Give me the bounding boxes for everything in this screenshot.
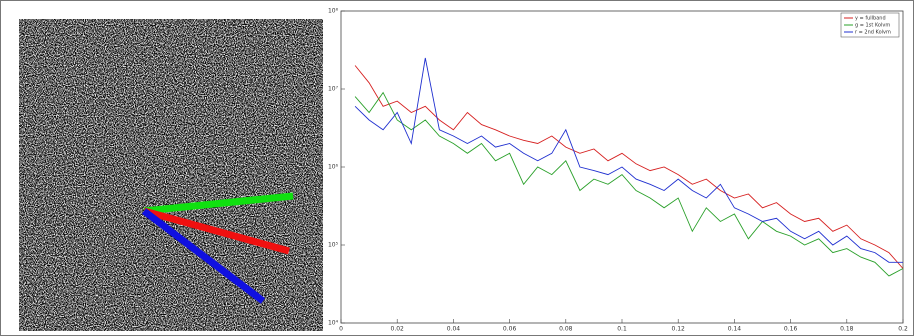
x-tick-label: 0.08: [559, 326, 573, 333]
x-tick-label: 0.1: [617, 326, 627, 333]
x-tick-label: 0.04: [447, 326, 461, 333]
legend-label: r = 2nd Kolvm: [855, 30, 891, 36]
speckle-image: [19, 19, 323, 331]
x-tick-label: 0.12: [672, 326, 686, 333]
x-tick-label: 0.02: [391, 326, 405, 333]
y-tick-label: 10⁵: [328, 242, 339, 249]
legend-label: y = fullband: [855, 16, 886, 22]
series-line: [354, 91, 904, 277]
x-tick-label: 0.18: [840, 326, 854, 333]
x-tick-label: 0.16: [784, 326, 798, 333]
green-direction: [143, 192, 294, 215]
x-tick-label: 0.2: [898, 326, 908, 333]
series-line: [354, 65, 904, 269]
legend-label: g = 1st Kolvm: [855, 23, 890, 29]
x-tick-label: 0: [339, 326, 343, 333]
y-tick-label: 10⁷: [328, 86, 339, 93]
red-direction: [143, 207, 290, 255]
x-tick-label: 0.06: [503, 326, 517, 333]
series-line: [354, 57, 903, 263]
blue-direction: [141, 208, 266, 304]
y-tick-label: 10⁸: [328, 8, 339, 15]
y-tick-label: 10⁴: [328, 320, 339, 327]
image-noise: [19, 19, 323, 331]
x-tick-label: 0.14: [728, 326, 742, 333]
y-tick-label: 10⁶: [328, 164, 339, 171]
